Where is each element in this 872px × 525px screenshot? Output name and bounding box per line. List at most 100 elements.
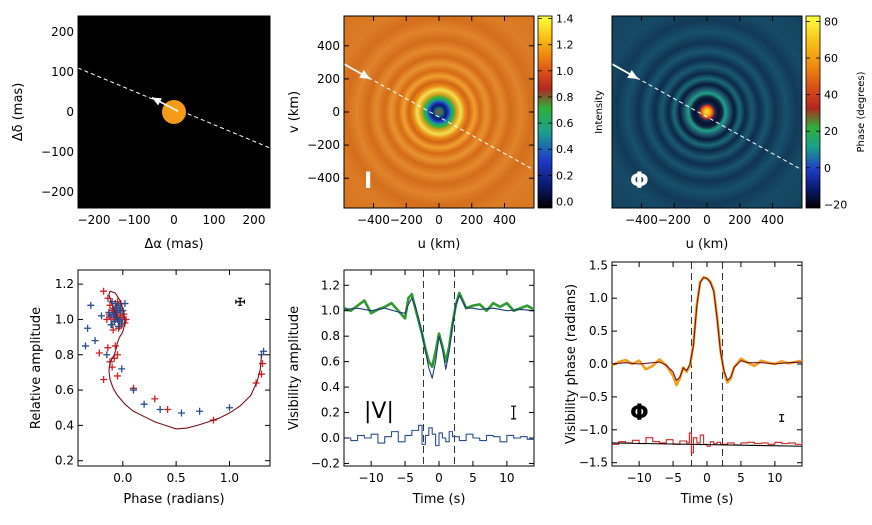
- vis-phase-errorbar: [779, 414, 785, 422]
- red-data-point: [103, 315, 111, 323]
- intensity-ytick-label: 400: [317, 39, 340, 53]
- red-data-point: [113, 372, 121, 380]
- amp-phase-errorbar: [235, 297, 245, 306]
- amp-phase-frame: [77, 269, 271, 467]
- intensity-cb-tick-label: 0.8: [556, 91, 574, 104]
- intensity-ytick-label: −400: [307, 171, 340, 185]
- sky-ytick-label: −200: [41, 185, 74, 199]
- intensity-cb-tick-label: 0.6: [556, 117, 574, 130]
- vis-amp-x-label: Time (s): [412, 492, 466, 507]
- blue-data-point: [108, 321, 116, 329]
- intensity-ytick-label: 200: [317, 72, 340, 86]
- vis-phase-panel-label: Φ: [630, 401, 649, 426]
- intensity-heatmap: [344, 16, 534, 208]
- red-data-point: [109, 326, 117, 334]
- intensity-motion-arrowhead: [359, 70, 371, 79]
- vis-amp-data-line: [343, 291, 535, 369]
- sky-xtick-label: 200: [243, 213, 266, 227]
- intensity-x-ticks: −400 −200 0 200 400: [357, 16, 516, 227]
- amp-phase-x-label: Phase (radians): [123, 492, 224, 507]
- vis-amp-xtick-label: −10: [358, 471, 383, 485]
- blue-data-point: [103, 351, 111, 359]
- vis-phase-ytick-label: 0.0: [589, 357, 608, 371]
- vis-phase-x-ticks: −10 −5 0 5 10: [626, 262, 782, 485]
- intensity-panel: I 1.4 1.2 1.0 0.8 0.6 0.4 0.2 0.0 Intensity −40…: [287, 13, 605, 252]
- blue-data-point: [87, 301, 95, 309]
- vis-amp-x-ticks: −10 −5 0 5 10: [358, 270, 514, 485]
- intensity-xtick-label: −200: [390, 213, 423, 227]
- vis-amp-xtick-label: 0: [435, 471, 443, 485]
- vis-phase-data-line: [611, 275, 803, 387]
- sky-y-ticks: −200 −100 0 100 200: [41, 25, 270, 199]
- red-data-point: [95, 349, 103, 357]
- phase-colorbar-ticks: 80 60 40 20 0 −20: [806, 15, 847, 211]
- vis-phase-xtick-label: 5: [737, 471, 745, 485]
- amp-phase-y-label: Relative amplitude: [29, 307, 44, 429]
- intensity-cb-tick-label: 0.0: [556, 195, 574, 208]
- blue-data-point: [121, 300, 129, 308]
- amp-phase-xtick-label: 0.5: [167, 471, 186, 485]
- phase-x-label: u (km): [686, 237, 729, 252]
- phase-x-ticks: −400 −200 0 200 400: [625, 16, 784, 227]
- vis-amp-ytick-label: −0.2: [311, 456, 340, 470]
- intensity-cb-tick-label: 1.4: [556, 13, 574, 26]
- amp-phase-model-line: [108, 290, 263, 430]
- vis-phase-marks: [611, 262, 803, 466]
- intensity-xtick-label: 400: [493, 213, 516, 227]
- phase-xtick-label: −400: [625, 213, 658, 227]
- sky-ytick-label: 100: [51, 65, 74, 79]
- blue-data-point: [81, 342, 89, 350]
- amp-phase-x-ticks: 0.0 0.5 1.0: [113, 270, 239, 485]
- phase-cb-tick-label: 20: [824, 125, 838, 138]
- vis-amp-ytick-label: 1.2: [321, 278, 340, 292]
- vis-phase-x-label: Time (s): [680, 492, 734, 507]
- red-data-point: [164, 405, 172, 413]
- amp-phase-ytick-label: 0.6: [55, 383, 74, 397]
- phase-cb-tick-label: 80: [824, 15, 838, 28]
- vis-amp-y-ticks: −0.2 0.0 0.2 0.4 0.6 0.8 1.0 1.2: [311, 278, 534, 470]
- sky-y-label: Δδ (mas): [11, 83, 26, 142]
- vis-phase-xtick-label: −5: [664, 471, 682, 485]
- vis-amp-xtick-label: 5: [469, 471, 477, 485]
- sky-x-label: Δα (mas): [144, 237, 203, 252]
- vis-amp-xtick-label: 10: [499, 471, 514, 485]
- amp-phase-ytick-label: 1.0: [55, 312, 74, 326]
- amp-phase-ytick-label: 0.8: [55, 348, 74, 362]
- intensity-cb-tick-label: 1.2: [556, 39, 574, 52]
- vis-phase-y-label: Visibility phase (radians): [564, 284, 579, 444]
- vis-amp-model-line: [343, 294, 535, 379]
- vis-amp-xtick-label: −5: [396, 471, 414, 485]
- amp-phase-ytick-label: 0.4: [55, 418, 74, 432]
- blue-data-point: [129, 386, 137, 394]
- blue-data-point: [97, 312, 105, 320]
- intensity-ytick-label: 0: [332, 105, 340, 119]
- blue-data-point: [105, 308, 113, 316]
- amp-phase-marks: [81, 287, 268, 430]
- intensity-ytick-label: −200: [307, 138, 340, 152]
- blue-data-point: [225, 404, 233, 412]
- phase-xtick-label: 400: [761, 213, 784, 227]
- motion-arrowhead: [152, 97, 162, 106]
- vis-phase-ytick-label: 1.5: [589, 258, 608, 272]
- vis-phase-xtick-label: 10: [767, 471, 782, 485]
- amp-phase-xtick-label: 1.0: [220, 471, 239, 485]
- amp-phase-panel: 0.0 0.5 1.0 0.2 0.4 0.6 0.8 1.0 1.2 Phase (radi…: [29, 269, 271, 507]
- red-data-point: [111, 342, 119, 350]
- vis-amp-ytick-label: 0.4: [321, 380, 340, 394]
- sky-xtick-label: 100: [203, 213, 226, 227]
- amp-phase-xtick-label: 0.0: [113, 471, 132, 485]
- intensity-colorbar-ticks: 1.4 1.2 1.0 0.8 0.6 0.4 0.2 0.0: [538, 13, 574, 208]
- blue-data-point: [115, 323, 123, 331]
- vis-amp-ytick-label: 0.2: [321, 406, 340, 420]
- blue-data-point: [140, 400, 148, 408]
- intensity-cb-tick-label: 0.4: [556, 143, 574, 156]
- intensity-cb-tick-label: 0.2: [556, 169, 574, 182]
- phase-motion-arrowhead: [627, 70, 639, 79]
- vis-phase-xtick-label: −10: [626, 471, 651, 485]
- sky-xtick-label: −100: [118, 213, 151, 227]
- sky-ytick-label: 0: [66, 105, 74, 119]
- sky-xtick-label: −200: [78, 213, 111, 227]
- intensity-colorbar-label: Intensity: [594, 90, 605, 134]
- vis-amp-panel-label: |V|: [364, 399, 394, 424]
- vis-amp-ytick-label: 0.6: [321, 355, 340, 369]
